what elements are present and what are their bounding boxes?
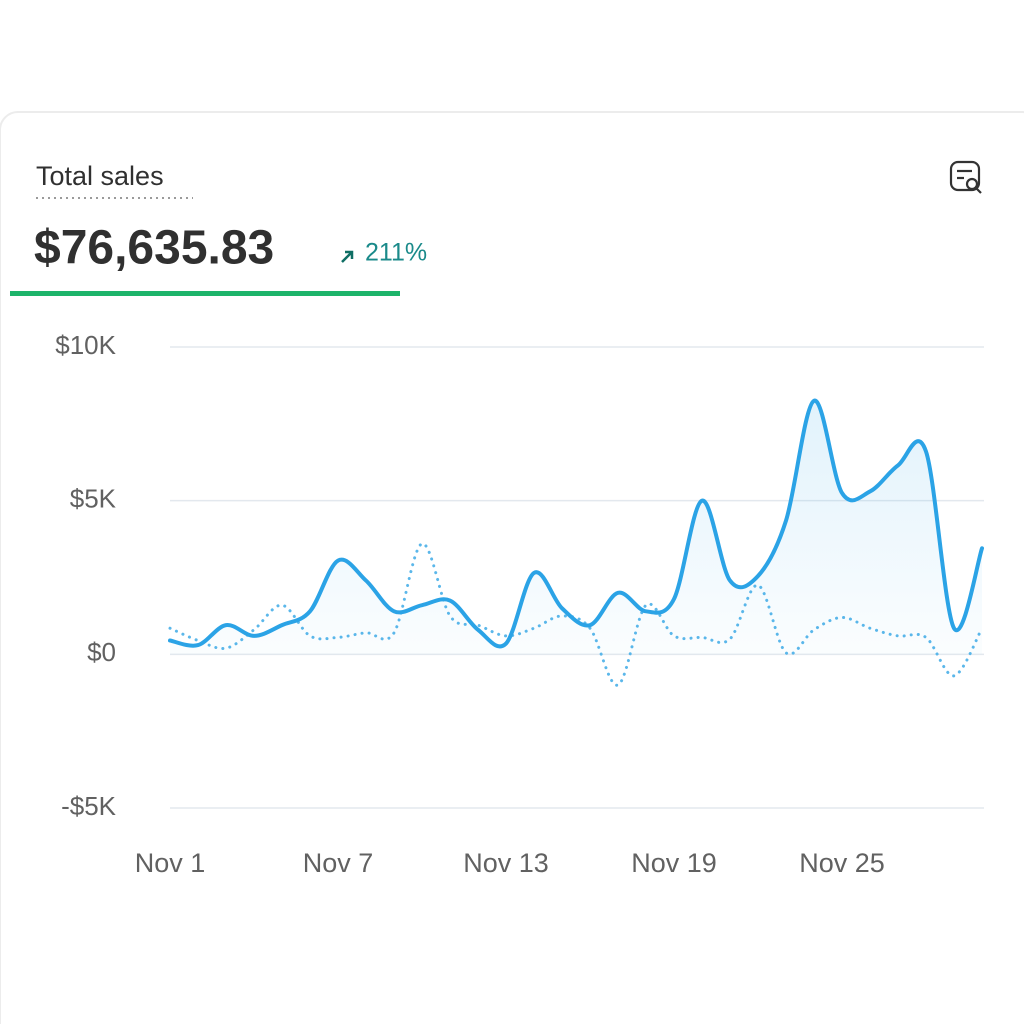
card — [0, 111, 1024, 1029]
sales-line — [168, 398, 984, 649]
y-tick-label: $5K — [70, 484, 117, 514]
y-tick-label: $0 — [87, 637, 116, 667]
x-tick-label: Nov 25 — [799, 848, 885, 878]
x-tick-label: Nov 1 — [135, 848, 206, 878]
y-tick-label: $10K — [55, 330, 116, 360]
icon-lens — [965, 177, 979, 191]
x-tick-label: Nov 7 — [303, 848, 374, 878]
x-tick-label: Nov 19 — [631, 848, 717, 878]
y-tick-label: -$5K — [61, 791, 117, 821]
icon-handle — [975, 187, 982, 194]
total-value: $76,635.83 — [34, 222, 274, 275]
trend-arrow — [341, 250, 354, 263]
x-tick-label: Nov 13 — [463, 848, 549, 878]
selected-indicator — [10, 291, 400, 296]
change-percent: 211% — [365, 239, 427, 267]
card-title[interactable]: Total sales — [36, 161, 164, 191]
icon-frame — [949, 160, 981, 192]
explore-icon[interactable] — [949, 160, 982, 194]
